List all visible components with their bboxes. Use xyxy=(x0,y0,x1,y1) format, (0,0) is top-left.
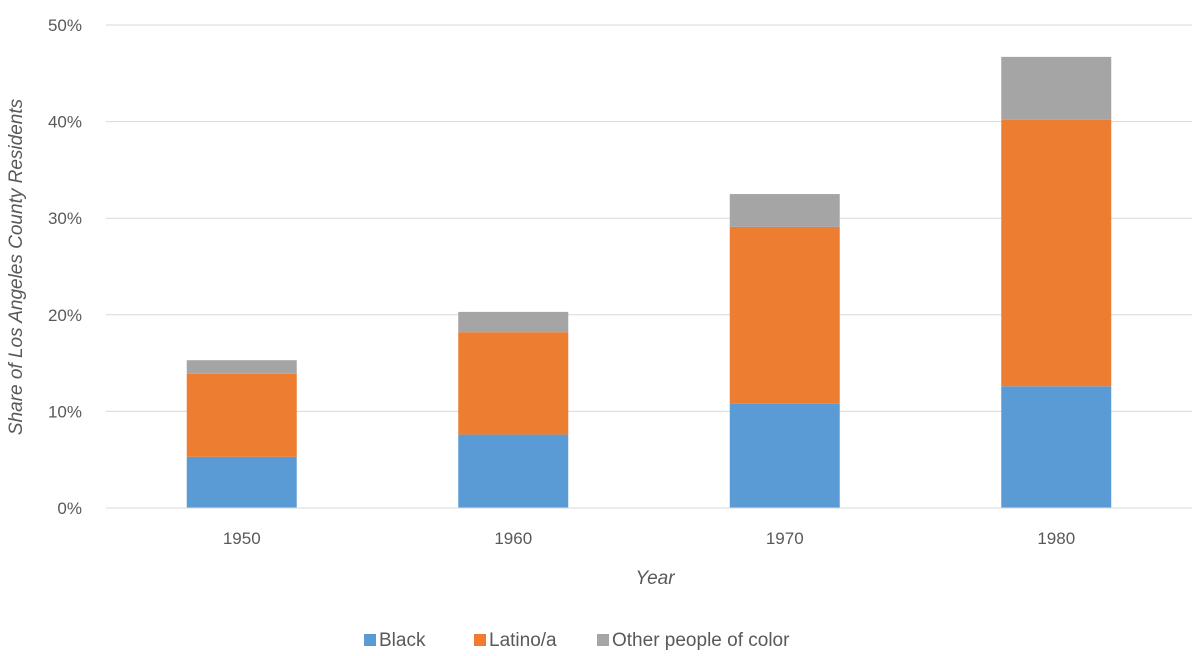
legend-swatch xyxy=(597,634,609,646)
bar-latino-a-1950 xyxy=(186,373,297,457)
legend-label: Latino/a xyxy=(489,630,557,651)
x-tick-label: 1950 xyxy=(223,529,261,548)
bar-black-1970 xyxy=(729,403,840,508)
bar-latino-a-1970 xyxy=(729,226,840,404)
x-tick-label: 1980 xyxy=(1037,529,1075,548)
y-tick-label: 10% xyxy=(48,402,82,421)
y-tick-label: 40% xyxy=(48,113,82,132)
legend-label: Other people of color xyxy=(612,630,790,651)
legend: Black Latino/a Other people of color xyxy=(364,630,790,651)
legend-swatch xyxy=(474,634,486,646)
bars xyxy=(186,56,1112,508)
bar-other-people-of-color-1980 xyxy=(1001,56,1112,120)
x-axis-title: Year xyxy=(635,568,675,589)
y-axis-ticks: 0% 10% 20% 30% 40% 50% xyxy=(48,16,82,518)
x-tick-label: 1970 xyxy=(766,529,804,548)
y-tick-label: 0% xyxy=(57,499,82,518)
y-tick-label: 30% xyxy=(48,209,82,228)
bar-black-1950 xyxy=(186,456,297,508)
legend-swatch xyxy=(364,634,376,646)
y-tick-label: 20% xyxy=(48,306,82,325)
y-tick-label: 50% xyxy=(48,16,82,35)
x-axis-ticks: 1950 1960 1970 1980 xyxy=(223,529,1075,548)
bar-other-people-of-color-1950 xyxy=(186,360,297,374)
bar-other-people-of-color-1970 xyxy=(729,194,840,227)
y-axis-title: Share of Los Angeles County Residents xyxy=(6,98,27,435)
bar-other-people-of-color-1960 xyxy=(458,311,569,333)
legend-label: Black xyxy=(379,630,426,651)
bar-latino-a-1980 xyxy=(1001,119,1112,387)
bar-latino-a-1960 xyxy=(458,332,569,435)
bar-black-1960 xyxy=(458,434,569,508)
bar-black-1980 xyxy=(1001,386,1112,508)
x-tick-label: 1960 xyxy=(494,529,532,548)
